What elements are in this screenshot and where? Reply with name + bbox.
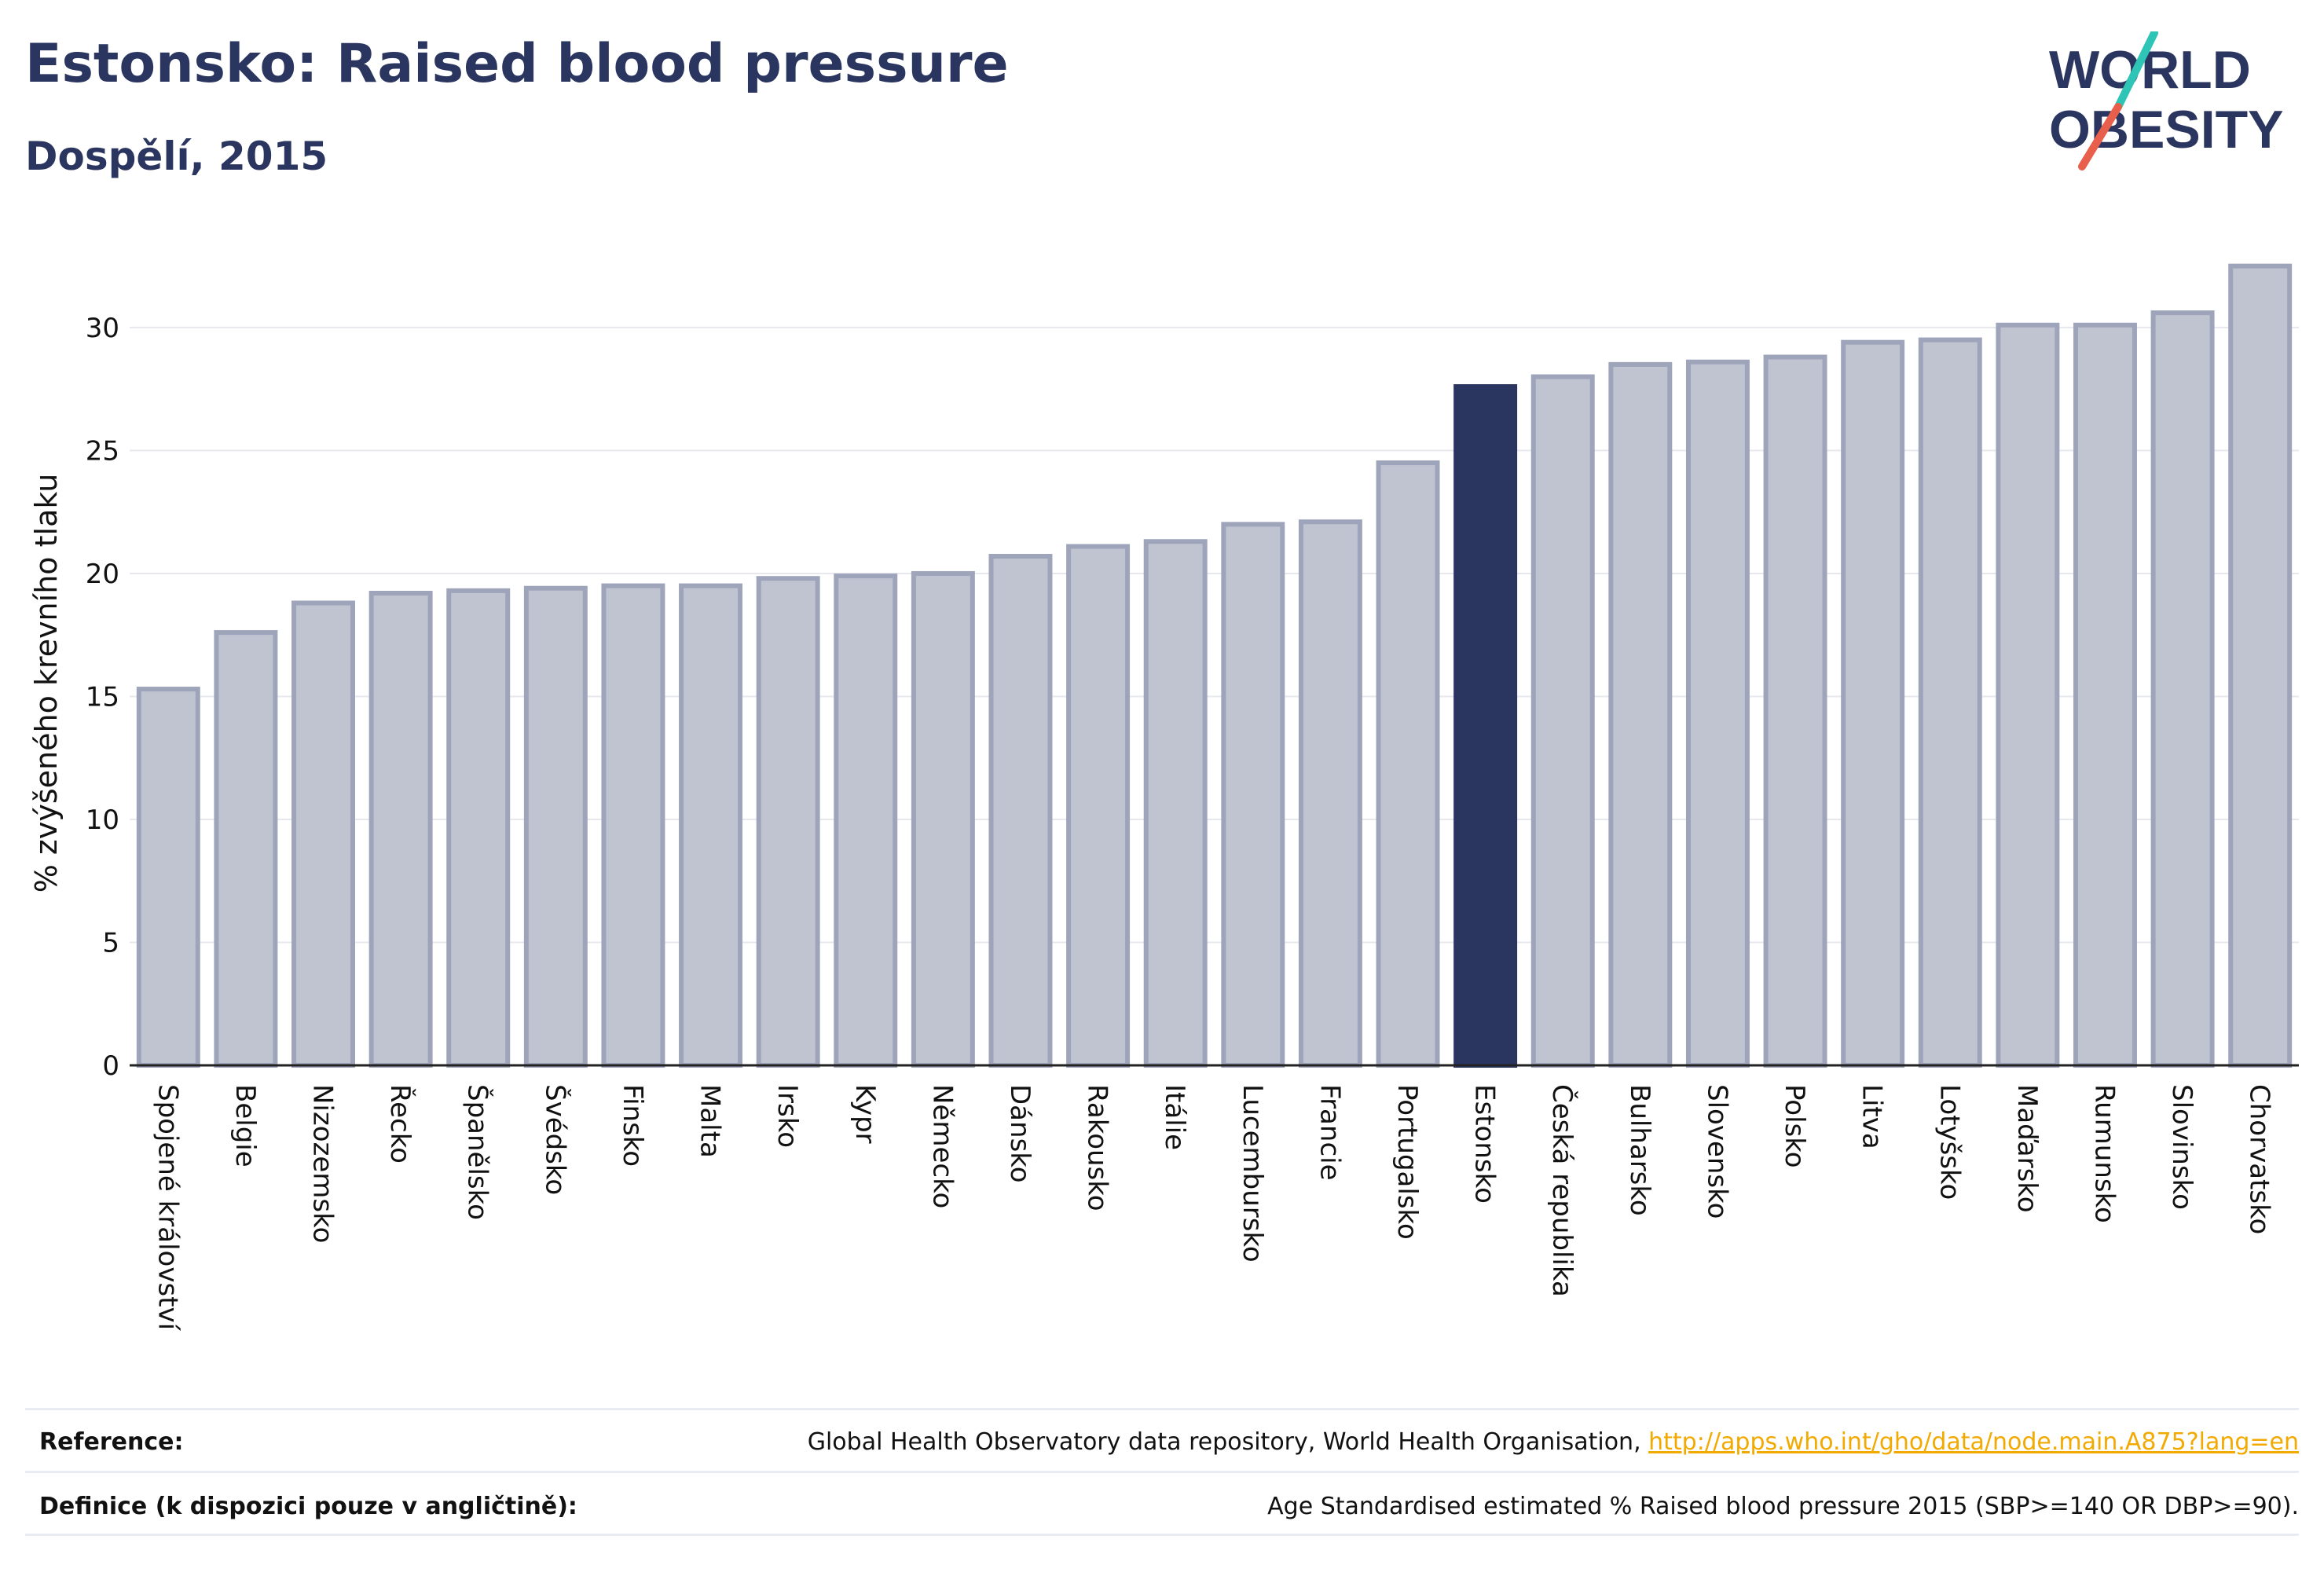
bar bbox=[136, 687, 200, 1068]
logo-slash-top bbox=[2114, 31, 2158, 111]
reference-link[interactable]: http://apps.who.int/gho/data/node.main.A… bbox=[1648, 1428, 2299, 1456]
chart-subtitle: Dospělí, 2015 bbox=[25, 134, 328, 179]
bar bbox=[1841, 339, 1905, 1068]
x-tick-label: Belgie bbox=[229, 1084, 261, 1167]
x-tick-label: Slovinsko bbox=[2166, 1084, 2198, 1210]
bar-chart: 0 5 10 15 20 25 30 % zvýšeného krevního tlaku Sp… bbox=[29, 263, 2299, 1332]
x-tick-label: Nizozemsko bbox=[307, 1084, 339, 1243]
x-tick-label: Rumunsko bbox=[2088, 1084, 2120, 1223]
reference-value: Global Health Observatory data repositor… bbox=[808, 1428, 2299, 1456]
bar bbox=[1530, 374, 1595, 1068]
y-tick-label: 15 bbox=[86, 681, 119, 713]
x-tick-label: Litva bbox=[1857, 1084, 1888, 1149]
definition-value: Age Standardised estimated % Raised bloo… bbox=[1267, 1493, 2299, 1520]
x-tick-label: Maďarsko bbox=[2011, 1084, 2043, 1213]
footer-divider-top bbox=[25, 1408, 2299, 1410]
bar bbox=[988, 554, 1053, 1068]
bar bbox=[523, 585, 588, 1068]
x-tick-label: Irsko bbox=[772, 1084, 803, 1148]
bar bbox=[679, 583, 743, 1068]
bar bbox=[291, 600, 355, 1068]
x-tick-label: Lotyšsko bbox=[1934, 1084, 1965, 1200]
bar bbox=[2228, 263, 2293, 1068]
bar bbox=[1066, 544, 1131, 1068]
x-tick-label: Itálie bbox=[1159, 1084, 1190, 1150]
x-tick-label: Španělsko bbox=[462, 1084, 494, 1220]
x-tick-label: Estonsko bbox=[1469, 1084, 1501, 1204]
x-tick-label: Polsko bbox=[1779, 1084, 1810, 1168]
x-tick-label: Slovensko bbox=[1701, 1084, 1732, 1219]
bar bbox=[2073, 322, 2137, 1068]
bar bbox=[1376, 460, 1440, 1068]
bar bbox=[1221, 522, 1285, 1068]
x-tick-label: Malta bbox=[695, 1084, 726, 1158]
x-tick-label: Francie bbox=[1314, 1084, 1345, 1181]
y-tick-label: 30 bbox=[86, 313, 119, 344]
bar bbox=[1918, 337, 1982, 1068]
reference-label: Reference: bbox=[39, 1428, 184, 1456]
y-tick-label: 20 bbox=[86, 559, 119, 590]
bar bbox=[1996, 322, 2060, 1068]
footer-divider-bottom bbox=[25, 1534, 2299, 1536]
x-tick-label: Německo bbox=[926, 1084, 958, 1208]
bar bbox=[1453, 384, 1518, 1068]
x-tick-label: Dánsko bbox=[1004, 1084, 1036, 1183]
bar bbox=[834, 574, 898, 1068]
y-tick-label: 25 bbox=[86, 435, 119, 467]
y-tick-label: 5 bbox=[102, 927, 119, 958]
bar bbox=[601, 583, 665, 1068]
bar bbox=[446, 588, 511, 1068]
definition-label: Definice (k dispozici pouze v angličtině… bbox=[39, 1493, 577, 1520]
x-tick-label: Řecko bbox=[384, 1084, 416, 1164]
x-tick-label: Chorvatsko bbox=[2244, 1084, 2275, 1234]
x-tick-label: Portugalsko bbox=[1391, 1084, 1423, 1240]
bar bbox=[1143, 539, 1208, 1068]
y-tick-label: 10 bbox=[86, 804, 119, 836]
bar bbox=[1763, 354, 1827, 1068]
logo-slash-bottom bbox=[2078, 103, 2122, 170]
x-tick-label: Česká republika bbox=[1546, 1084, 1578, 1297]
x-tick-label: Lucembursko bbox=[1237, 1084, 1268, 1263]
y-axis-label: % zvýšeného krevního tlaku bbox=[29, 474, 64, 893]
bar bbox=[214, 630, 278, 1068]
bar bbox=[1298, 519, 1362, 1068]
x-tick-label: Bulharsko bbox=[1624, 1084, 1655, 1216]
x-tick-label: Finsko bbox=[617, 1084, 648, 1167]
reference-text: Global Health Observatory data repositor… bbox=[807, 1428, 1649, 1456]
chart-title: Estonsko: Raised blood pressure bbox=[25, 33, 1009, 95]
x-tick-label: Švédsko bbox=[539, 1084, 571, 1195]
x-tick-label: Rakousko bbox=[1082, 1084, 1113, 1211]
bar bbox=[2150, 310, 2215, 1068]
x-tick-label: Kypr bbox=[849, 1084, 881, 1144]
bar bbox=[1685, 359, 1750, 1068]
world-obesity-logo: WORLD OBESITY bbox=[2049, 31, 2284, 170]
bar bbox=[368, 590, 433, 1068]
bar bbox=[1608, 361, 1673, 1068]
bar bbox=[756, 576, 820, 1068]
x-tick-label: Spojené království bbox=[152, 1084, 183, 1332]
bar bbox=[911, 570, 975, 1068]
footer-divider-middle bbox=[25, 1471, 2299, 1473]
y-tick-label: 0 bbox=[102, 1050, 119, 1082]
